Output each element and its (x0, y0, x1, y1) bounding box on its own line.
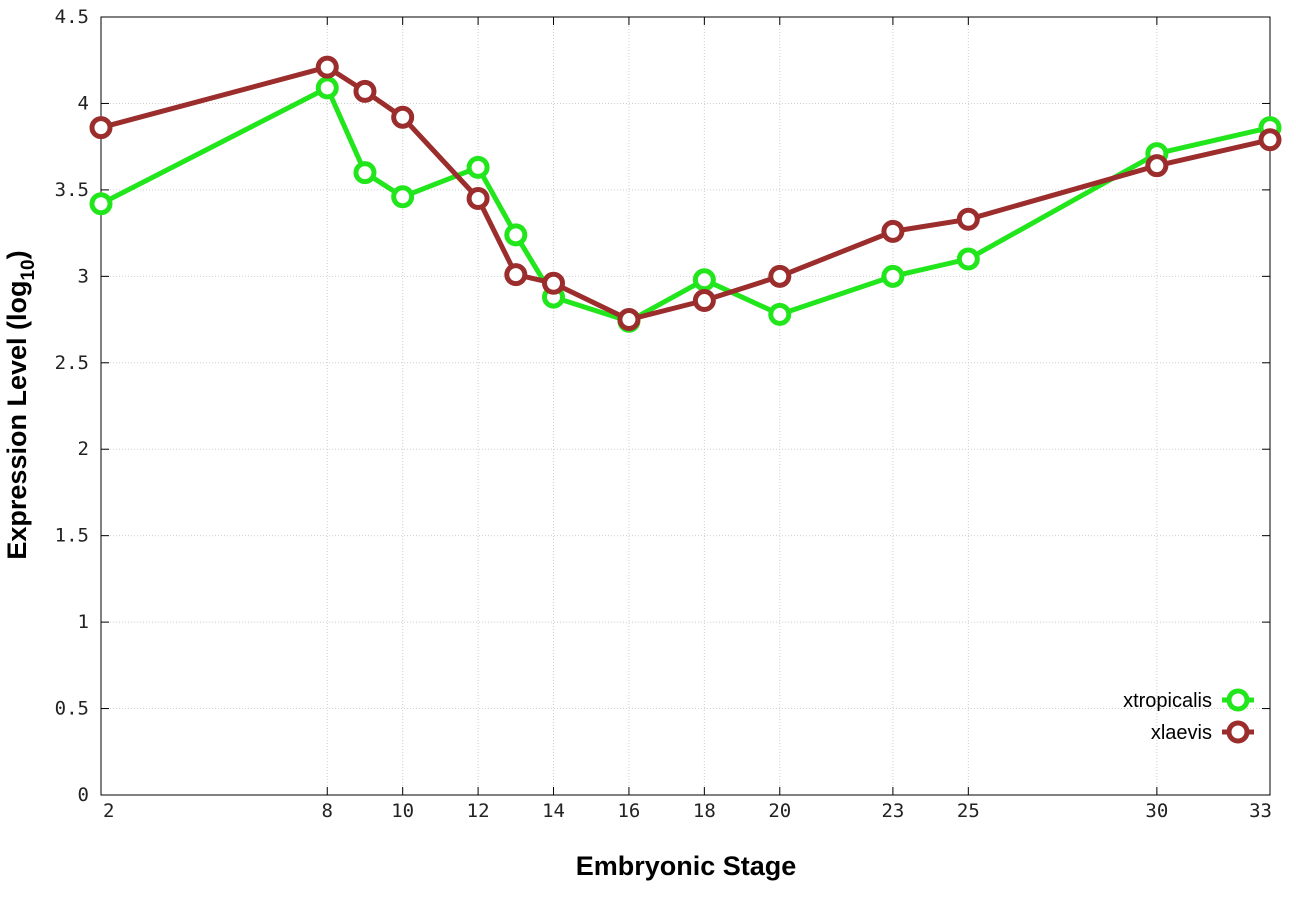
data-point (692, 268, 716, 292)
x-tick-label: 23 (881, 800, 904, 822)
legend-label: xtropicalis (1123, 690, 1212, 712)
data-point (881, 264, 905, 288)
x-tick-label: 16 (617, 800, 640, 822)
x-tick-label: 18 (693, 800, 716, 822)
x-tick-label: 14 (542, 800, 565, 822)
y-axis-title: Expression Level (log10) (2, 250, 39, 559)
y-tick-label: 1.5 (55, 525, 89, 547)
data-point (881, 219, 905, 243)
data-point (1145, 154, 1169, 178)
y-tick-label: 4.5 (55, 6, 89, 28)
series-line (100, 64, 1271, 323)
data-point (89, 116, 113, 140)
x-tick-label: 20 (768, 800, 791, 822)
data-point (542, 271, 566, 295)
data-point (391, 185, 415, 209)
legend-label: xlaevis (1151, 722, 1212, 744)
x-axis-title: Embryonic Stage (576, 851, 797, 881)
grid-lines (101, 17, 1270, 795)
y-axis-title-close: ) (2, 250, 32, 259)
x-axis-ticks: 2 8 10 12 14 16 18 20 23 25 30 33 (100, 17, 1272, 822)
y-tick-label: 3 (78, 265, 89, 287)
y-tick-label: 2.5 (55, 352, 89, 374)
series-group (89, 55, 1282, 333)
y-tick-label: 0.5 (55, 698, 89, 720)
data-point (768, 264, 792, 288)
data-point (315, 55, 339, 79)
y-tick-label: 0 (78, 784, 89, 806)
x-tick-label: 8 (322, 800, 333, 822)
legend-swatch-marker (1226, 688, 1250, 712)
y-tick-label: 1 (78, 611, 89, 633)
x-tick-label: 30 (1145, 800, 1168, 822)
data-point (391, 105, 415, 129)
data-point (768, 302, 792, 326)
data-point (466, 155, 490, 179)
series-line (99, 85, 1271, 324)
x-tick-label: 10 (391, 800, 414, 822)
x-tick-label: 33 (1249, 800, 1272, 822)
data-point (504, 223, 528, 247)
y-tick-label: 2 (78, 438, 89, 460)
x-tick-label: 2 (103, 800, 114, 822)
data-point (504, 263, 528, 287)
series-xtropicalis (89, 76, 1282, 333)
y-axis-title-main: Expression Level (log (2, 281, 32, 560)
y-axis-ticks: 0 0.5 1 1.5 2 2.5 3 3.5 4 4.5 (55, 6, 1270, 806)
data-point (89, 192, 113, 216)
data-point (353, 161, 377, 185)
series-xlaevis (89, 55, 1282, 332)
data-point (466, 187, 490, 211)
y-tick-label: 3.5 (55, 179, 89, 201)
x-tick-label: 12 (467, 800, 490, 822)
data-point (692, 289, 716, 313)
legend-swatch-marker (1226, 720, 1250, 744)
data-point (956, 207, 980, 231)
data-point (315, 76, 339, 100)
data-point (956, 247, 980, 271)
x-tick-label: 25 (957, 800, 980, 822)
plot-frame (100, 16, 1271, 796)
y-tick-label: 4 (78, 92, 89, 114)
data-point (353, 79, 377, 103)
data-point (617, 308, 641, 332)
legend: xtropicalis xlaevis (1123, 688, 1254, 744)
plot-border (100, 16, 1271, 796)
data-point (1258, 128, 1282, 152)
y-axis-title-subscript: 10 (18, 259, 39, 280)
